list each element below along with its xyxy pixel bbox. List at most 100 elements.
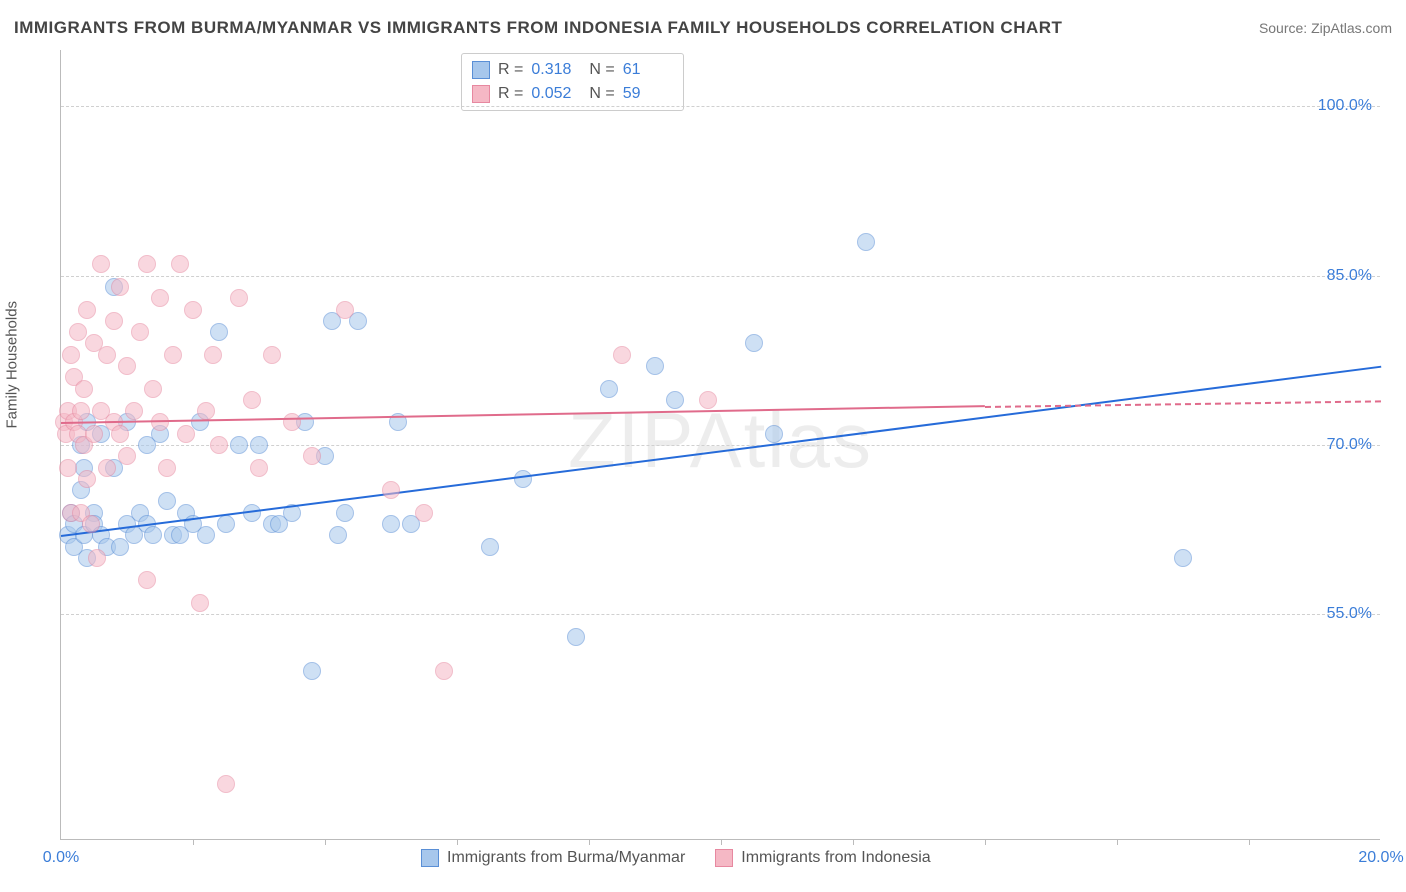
bottom-legend: Immigrants from Burma/Myanmar Immigrants… (421, 849, 931, 867)
data-point (666, 391, 684, 409)
data-point (230, 436, 248, 454)
data-point (98, 459, 116, 477)
gridline (61, 614, 1380, 615)
x-tick (589, 839, 590, 845)
x-tick (1117, 839, 1118, 845)
data-point (329, 526, 347, 544)
data-point (210, 323, 228, 341)
data-point (158, 492, 176, 510)
chart-title: IMMIGRANTS FROM BURMA/MYANMAR VS IMMIGRA… (14, 18, 1062, 38)
data-point (69, 323, 87, 341)
data-point (646, 357, 664, 375)
data-point (600, 380, 618, 398)
data-point (197, 526, 215, 544)
swatch-burma-icon (421, 849, 439, 867)
y-tick-label: 55.0% (1327, 605, 1372, 623)
data-point (514, 470, 532, 488)
x-tick (457, 839, 458, 845)
data-point (158, 459, 176, 477)
data-point (125, 402, 143, 420)
data-point (98, 346, 116, 364)
data-point (263, 346, 281, 364)
stats-row-indonesia: R = 0.052 N = 59 (472, 82, 673, 106)
x-tick-label: 20.0% (1358, 849, 1403, 867)
data-point (171, 255, 189, 273)
data-point (105, 312, 123, 330)
data-point (111, 278, 129, 296)
data-point (177, 425, 195, 443)
data-point (230, 289, 248, 307)
data-point (567, 628, 585, 646)
x-tick (853, 839, 854, 845)
legend-label-indonesia: Immigrants from Indonesia (741, 849, 930, 867)
y-tick-label: 85.0% (1327, 267, 1372, 285)
trend-line (985, 400, 1381, 408)
y-axis-label: Family Households (4, 301, 21, 429)
data-point (250, 436, 268, 454)
data-point (138, 255, 156, 273)
data-point (72, 402, 90, 420)
data-point (243, 391, 261, 409)
data-point (78, 301, 96, 319)
legend-item-indonesia: Immigrants from Indonesia (715, 849, 930, 867)
gridline (61, 276, 1380, 277)
data-point (151, 413, 169, 431)
data-point (144, 526, 162, 544)
n-value-burma: 61 (623, 58, 673, 82)
data-point (75, 380, 93, 398)
data-point (481, 538, 499, 556)
data-point (382, 515, 400, 533)
x-tick (721, 839, 722, 845)
legend-item-burma: Immigrants from Burma/Myanmar (421, 849, 685, 867)
data-point (78, 470, 96, 488)
data-point (111, 425, 129, 443)
data-point (435, 662, 453, 680)
data-point (250, 459, 268, 477)
data-point (191, 594, 209, 612)
data-point (59, 459, 77, 477)
data-point (164, 346, 182, 364)
data-point (283, 413, 301, 431)
swatch-indonesia-icon (715, 849, 733, 867)
data-point (699, 391, 717, 409)
data-point (217, 515, 235, 533)
data-point (184, 301, 202, 319)
n-label: N = (589, 82, 614, 106)
x-tick (1249, 839, 1250, 845)
data-point (138, 571, 156, 589)
data-point (745, 334, 763, 352)
data-point (144, 380, 162, 398)
y-tick-label: 100.0% (1318, 97, 1372, 115)
data-point (62, 346, 80, 364)
data-point (151, 289, 169, 307)
r-value-indonesia: 0.052 (531, 82, 581, 106)
data-point (197, 402, 215, 420)
data-point (118, 357, 136, 375)
data-point (131, 323, 149, 341)
x-tick (325, 839, 326, 845)
data-point (336, 301, 354, 319)
data-point (88, 549, 106, 567)
x-tick-label: 0.0% (43, 849, 79, 867)
data-point (765, 425, 783, 443)
source-label: Source: ZipAtlas.com (1259, 20, 1392, 36)
data-point (217, 775, 235, 793)
data-point (613, 346, 631, 364)
r-label: R = (498, 58, 523, 82)
r-value-burma: 0.318 (531, 58, 581, 82)
r-label: R = (498, 82, 523, 106)
data-point (82, 515, 100, 533)
data-point (303, 447, 321, 465)
x-tick (985, 839, 986, 845)
swatch-indonesia (472, 85, 490, 103)
swatch-burma (472, 61, 490, 79)
n-label: N = (589, 58, 614, 82)
data-point (382, 481, 400, 499)
gridline (61, 106, 1380, 107)
data-point (336, 504, 354, 522)
data-point (1174, 549, 1192, 567)
n-value-indonesia: 59 (623, 82, 673, 106)
data-point (92, 255, 110, 273)
data-point (857, 233, 875, 251)
scatter-plot: ZIPAtlas R = 0.318 N = 61 R = 0.052 N = … (60, 50, 1380, 840)
